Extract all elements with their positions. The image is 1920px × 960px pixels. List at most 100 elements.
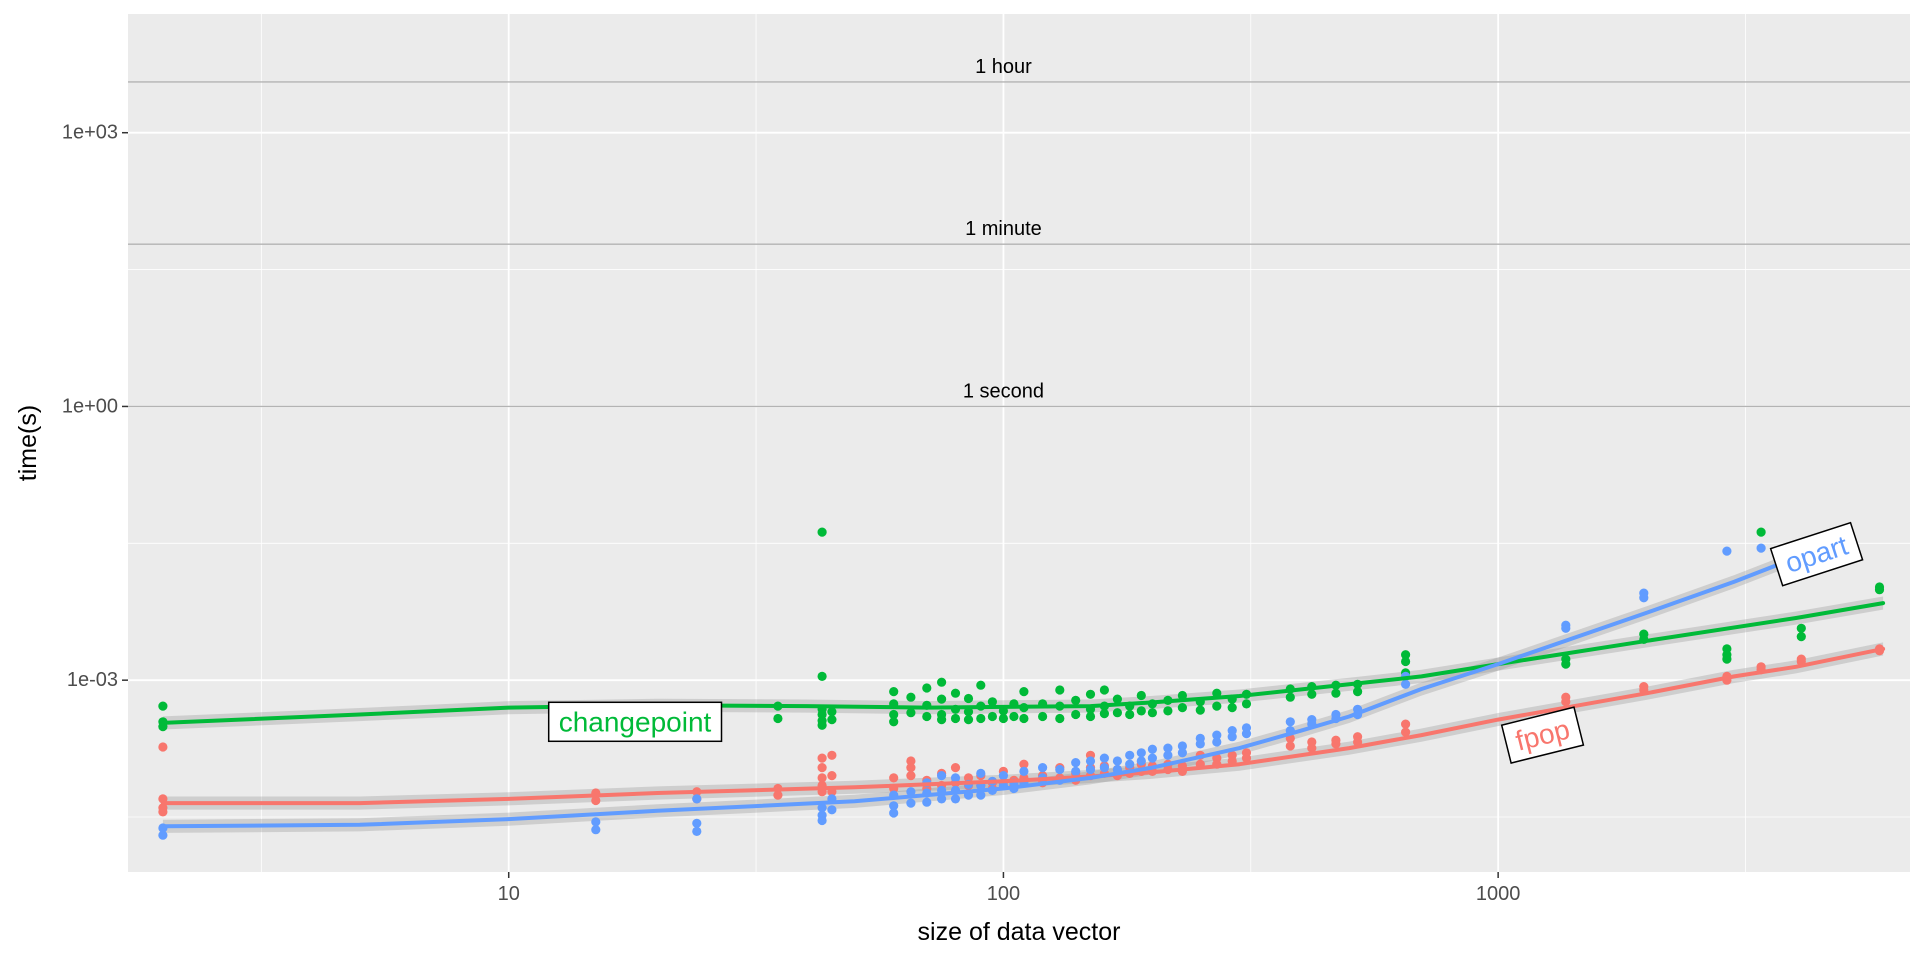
opart-point bbox=[1163, 743, 1173, 753]
changepoint-point bbox=[1401, 650, 1411, 660]
opart-point bbox=[591, 825, 601, 835]
opart-point bbox=[1241, 729, 1252, 739]
opart-trend-line bbox=[160, 555, 1798, 829]
opart-point bbox=[1136, 748, 1146, 758]
opart-point bbox=[937, 771, 947, 781]
changepoint-point bbox=[1085, 689, 1096, 699]
changepoint-point bbox=[1796, 623, 1806, 633]
opart-point bbox=[1756, 543, 1766, 553]
fpop-point bbox=[1285, 741, 1295, 751]
changepoint-point bbox=[1147, 708, 1157, 718]
changepoint-point bbox=[1009, 711, 1019, 722]
changepoint-point bbox=[1561, 659, 1571, 669]
changepoint-point bbox=[937, 677, 947, 687]
y-tick-label: 1e-03 bbox=[67, 669, 118, 691]
changepoint-point bbox=[976, 713, 986, 724]
changepoint-point bbox=[1112, 694, 1122, 704]
opart-point bbox=[1401, 679, 1411, 689]
fpop-point bbox=[1401, 727, 1411, 737]
x-tick-label: 10 bbox=[498, 883, 520, 905]
fpop-point bbox=[817, 753, 827, 763]
opart-point bbox=[692, 794, 702, 804]
opart-point bbox=[1147, 744, 1157, 754]
changepoint-point bbox=[1353, 687, 1363, 697]
opart-point bbox=[1195, 739, 1205, 749]
changepoint-point bbox=[1085, 711, 1096, 722]
changepoint-point bbox=[922, 683, 932, 693]
opart-point bbox=[1099, 763, 1109, 773]
changepoint-point bbox=[1796, 632, 1806, 642]
changepoint-point bbox=[987, 711, 998, 722]
opart-point bbox=[1112, 756, 1122, 766]
changepoint-point bbox=[817, 671, 827, 682]
x-axis-title: size of data vector bbox=[918, 918, 1121, 946]
opart-point bbox=[998, 771, 1009, 781]
opart-point bbox=[1227, 732, 1237, 742]
changepoint-point bbox=[937, 715, 947, 725]
opart-point bbox=[1071, 766, 1081, 777]
changepoint-label-frame bbox=[547, 701, 723, 743]
fpop-point bbox=[1331, 739, 1341, 749]
changepoint-point bbox=[1241, 699, 1252, 709]
changepoint-point bbox=[827, 715, 837, 725]
opart-label-frame bbox=[1769, 521, 1864, 587]
fpop-point bbox=[1401, 719, 1411, 729]
opart-point bbox=[1019, 766, 1029, 777]
changepoint-point bbox=[963, 693, 974, 704]
changepoint-point bbox=[1227, 703, 1237, 713]
opart-point bbox=[817, 803, 827, 813]
opart-point bbox=[950, 794, 961, 804]
changepoint-point bbox=[1136, 706, 1146, 716]
changepoint-point bbox=[1195, 705, 1205, 715]
y-axis-title: time(s) bbox=[14, 405, 42, 481]
changepoint-point bbox=[889, 709, 899, 720]
opart-point bbox=[1163, 750, 1173, 760]
changepoint-point bbox=[773, 713, 783, 724]
changepoint-point bbox=[1055, 685, 1065, 695]
opart-point bbox=[1136, 756, 1146, 766]
fpop-point bbox=[827, 750, 837, 760]
changepoint-point bbox=[950, 713, 961, 724]
changepoint-point bbox=[1019, 713, 1029, 724]
fpop-point bbox=[158, 807, 168, 817]
fpop-point bbox=[906, 756, 916, 766]
changepoint-point bbox=[922, 711, 932, 722]
opart-point bbox=[1085, 764, 1096, 775]
plot-panel bbox=[128, 14, 1910, 872]
opart-point bbox=[1038, 763, 1048, 773]
opart-point bbox=[591, 817, 601, 827]
opart-point bbox=[922, 797, 932, 807]
changepoint-point bbox=[1071, 695, 1081, 706]
y-tick-label: 1e+03 bbox=[62, 122, 118, 144]
opart-point bbox=[1561, 623, 1571, 633]
changepoint-point bbox=[1019, 687, 1029, 697]
changepoint-point bbox=[1177, 690, 1187, 701]
changepoint-point bbox=[906, 692, 916, 702]
changepoint-point bbox=[817, 720, 827, 730]
changepoint-point bbox=[998, 713, 1009, 724]
fpop-point bbox=[1561, 697, 1571, 707]
changepoint-point bbox=[1099, 685, 1109, 695]
fpop-point bbox=[158, 742, 168, 752]
fpop-point bbox=[906, 763, 916, 773]
opart-point bbox=[1177, 741, 1187, 751]
fpop-point bbox=[773, 790, 783, 800]
opart-point bbox=[1147, 753, 1157, 763]
changepoint-point bbox=[987, 697, 998, 707]
opart-point bbox=[889, 808, 899, 818]
changepoint-point bbox=[963, 707, 974, 717]
fpop-point bbox=[889, 773, 899, 783]
changepoint-point bbox=[1874, 585, 1885, 595]
changepoint-point bbox=[963, 715, 974, 725]
changepoint-point bbox=[1055, 713, 1065, 724]
fpop-point bbox=[950, 763, 961, 773]
opart-point bbox=[1285, 717, 1295, 727]
changepoint-point bbox=[889, 687, 899, 697]
opart-point bbox=[817, 815, 827, 826]
fpop-point bbox=[591, 795, 601, 806]
opart-point bbox=[1177, 748, 1187, 758]
changepoint-point bbox=[1136, 690, 1146, 701]
opart-point bbox=[1071, 758, 1081, 768]
y-tick-label: 1e+00 bbox=[62, 395, 118, 417]
